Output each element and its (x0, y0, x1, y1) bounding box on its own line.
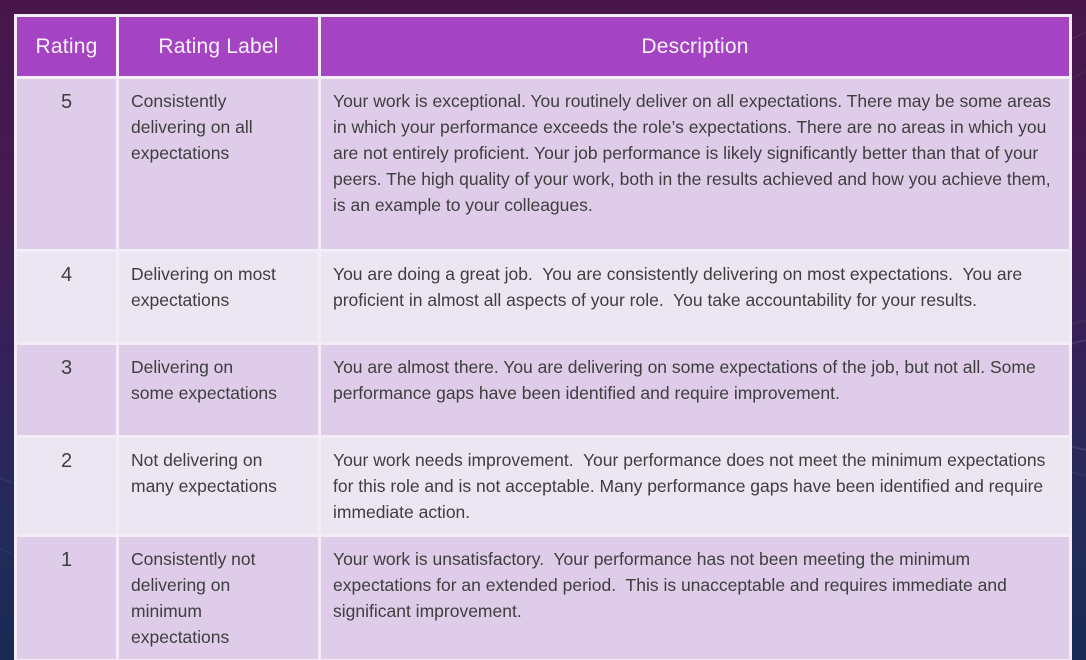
rating-scale-table: Rating Rating Label Description 5 Consis… (14, 14, 1072, 660)
rating-description: Your work is exceptional. You routinely … (321, 79, 1069, 249)
rating-value: 1 (17, 537, 116, 659)
header-rating-label: Rating Label (119, 17, 318, 76)
rating-value: 4 (17, 252, 116, 342)
header-rating: Rating (17, 17, 116, 76)
rating-value: 5 (17, 79, 116, 249)
table-row-rating-3: 3 Delivering on some expectations You ar… (17, 345, 1069, 435)
table-row-rating-5: 5 Consistently delivering on all expecta… (17, 79, 1069, 249)
rating-label: Consistently not delivering on minimum e… (119, 537, 318, 659)
table-header-row: Rating Rating Label Description (17, 17, 1069, 76)
rating-value: 2 (17, 438, 116, 534)
rating-label: Delivering on some expectations (119, 345, 318, 435)
rating-description: Your work needs improvement. Your perfor… (321, 438, 1069, 534)
rating-label: Delivering on most expectations (119, 252, 318, 342)
rating-label: Consistently delivering on all expectati… (119, 79, 318, 249)
rating-description: Your work is unsatisfactory. Your perfor… (321, 537, 1069, 659)
rating-value: 3 (17, 345, 116, 435)
table-row-rating-4: 4 Delivering on most expectations You ar… (17, 252, 1069, 342)
table-row-rating-1: 1 Consistently not delivering on minimum… (17, 537, 1069, 659)
rating-description: You are doing a great job. You are consi… (321, 252, 1069, 342)
header-description: Description (321, 17, 1069, 76)
rating-description: You are almost there. You are delivering… (321, 345, 1069, 435)
table-row-rating-2: 2 Not delivering on many expectations Yo… (17, 438, 1069, 534)
rating-label: Not delivering on many expectations (119, 438, 318, 534)
